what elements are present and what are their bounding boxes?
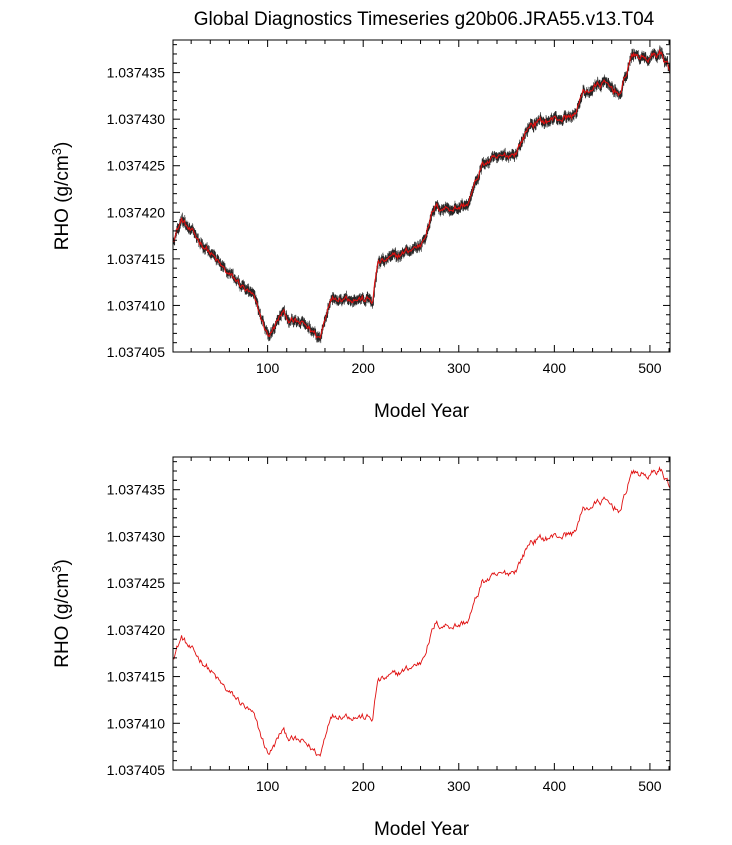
y-tick-label: 1.037425 <box>107 158 166 174</box>
y-tick-label: 1.037410 <box>107 297 166 313</box>
y-axis-label: RHO (g/cm3) <box>49 559 73 668</box>
x-tick-label: 500 <box>638 778 662 794</box>
plot-area <box>173 45 670 344</box>
y-axis-label: RHO (g/cm3) <box>49 142 73 251</box>
x-tick-label: 100 <box>256 360 280 376</box>
x-tick-label: 500 <box>638 360 662 376</box>
y-tick-label: 1.037420 <box>107 204 166 220</box>
x-axis-label: Model Year <box>374 819 470 840</box>
series-line-annual-mean <box>173 466 670 757</box>
chart-title: Global Diagnostics Timeseries g20b06.JRA… <box>194 9 655 30</box>
y-tick-label: 1.037435 <box>107 482 166 498</box>
x-tick-label: 100 <box>256 778 280 794</box>
x-tick-label: 200 <box>352 360 376 376</box>
y-tick-label: 1.037410 <box>107 715 166 731</box>
x-tick-label: 300 <box>447 778 471 794</box>
bottom-panel: 100 200 300 400 500 1.037405 1.037410 1.037415 1… <box>49 456 671 840</box>
plot-frame <box>172 456 671 771</box>
series-line-monthly <box>173 45 670 344</box>
y-tick-label: 1.037405 <box>107 344 166 360</box>
plot-area <box>173 466 670 757</box>
series-line-annual-mean <box>173 48 670 340</box>
x-axis-label: Model Year <box>374 401 470 422</box>
y-tick-label: 1.037405 <box>107 762 166 778</box>
x-tick-label: 400 <box>543 360 567 376</box>
y-tick-label: 1.037415 <box>107 669 166 685</box>
y-tick-label: 1.037415 <box>107 251 166 267</box>
y-tick-label: 1.037430 <box>107 528 166 544</box>
y-tick-label: 1.037425 <box>107 575 166 591</box>
x-tick-label: 400 <box>543 778 567 794</box>
plot-frame <box>172 39 671 353</box>
x-tick-label: 200 <box>352 778 376 794</box>
x-tick-label: 300 <box>447 360 471 376</box>
top-panel: 100 200 300 400 500 1.037405 1.037410 1.037415 1… <box>49 39 671 422</box>
y-tick-label: 1.037430 <box>107 111 166 127</box>
y-tick-label: 1.037420 <box>107 622 166 638</box>
y-tick-label: 1.037435 <box>107 65 166 81</box>
